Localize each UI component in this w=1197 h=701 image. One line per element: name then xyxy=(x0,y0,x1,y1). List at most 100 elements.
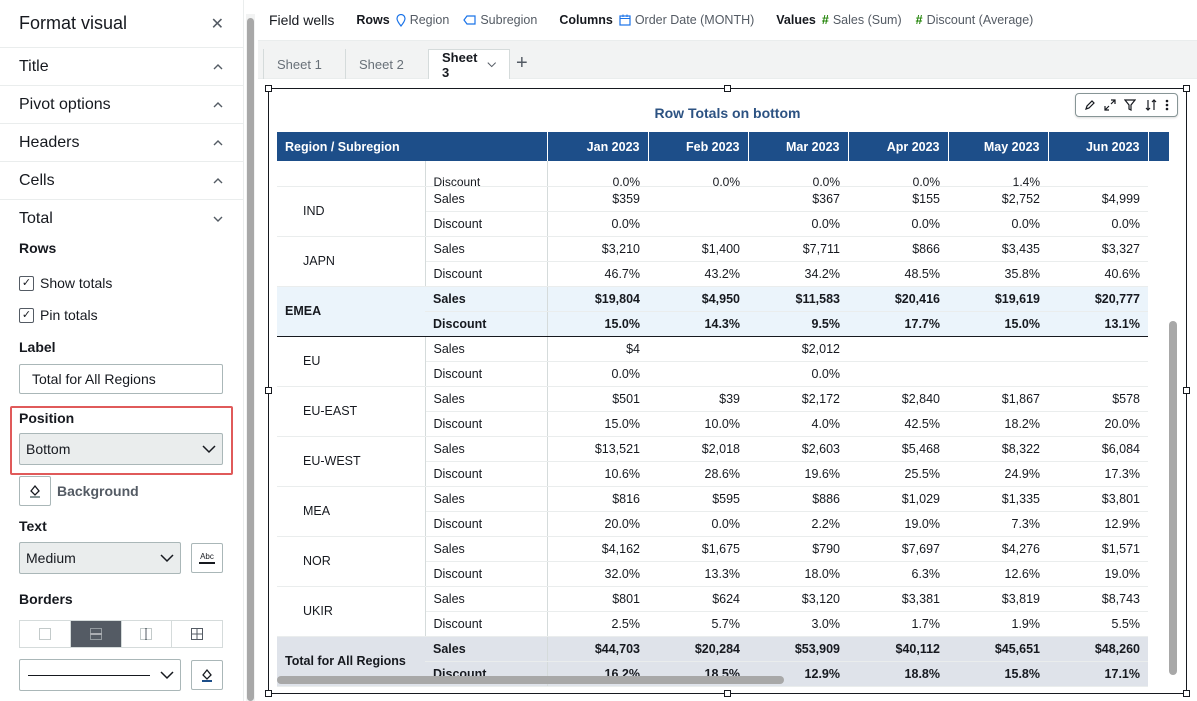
border-all-button[interactable] xyxy=(172,621,222,647)
value-cell: $44,703 xyxy=(547,635,648,662)
value-cell: 0.0% xyxy=(748,211,848,237)
header-region-subregion[interactable]: Region / Subregion xyxy=(277,132,548,161)
border-horizontal-icon xyxy=(89,628,102,640)
tab-sheet-1[interactable]: Sheet 1 xyxy=(263,49,345,79)
value-cell xyxy=(648,361,748,387)
subregion-cell[interactable]: MEA xyxy=(277,486,426,537)
subregion-cell[interactable]: NOR xyxy=(277,536,426,587)
value-cell: 32.0% xyxy=(547,561,648,587)
header-month[interactable]: Jan 2023 xyxy=(547,132,649,161)
metric-cell: Discount xyxy=(425,311,548,337)
pin-totals-checkbox[interactable]: ✓ xyxy=(19,307,34,323)
section-headers[interactable]: Headers xyxy=(0,124,243,162)
border-none-button[interactable] xyxy=(20,621,71,647)
value-cell: $1,867 xyxy=(948,386,1048,412)
value-cell: 15.8% xyxy=(948,661,1048,687)
tab-sheet-3[interactable]: Sheet 3 xyxy=(428,49,510,80)
resize-handle[interactable] xyxy=(265,387,272,394)
show-totals-checkbox[interactable]: ✓ xyxy=(19,275,34,291)
value-cell: $578 xyxy=(1048,386,1148,412)
section-cells[interactable]: Cells xyxy=(0,162,243,200)
border-all-icon xyxy=(191,628,204,640)
value-cell: $2,752 xyxy=(948,186,1048,212)
pivot-visual[interactable]: Row Totals on bottom Region / Subregion … xyxy=(268,88,1187,694)
border-vertical-button[interactable] xyxy=(122,621,173,647)
hash-icon: # xyxy=(821,13,829,27)
values-field-label: Discount (Average) xyxy=(926,13,1034,27)
add-sheet-icon[interactable]: + xyxy=(516,52,528,74)
paint-bucket-icon xyxy=(30,484,40,498)
chevron-up-icon xyxy=(213,63,223,69)
border-line-style-select[interactable] xyxy=(19,659,181,691)
resize-handle[interactable] xyxy=(265,85,272,92)
horizontal-scrollbar[interactable] xyxy=(277,676,784,684)
text-color-label: Abc xyxy=(200,552,214,561)
section-total[interactable]: Total xyxy=(0,200,243,238)
subregion-cell[interactable]: UKIR xyxy=(277,586,426,637)
panel-scroll-thumb[interactable] xyxy=(247,18,254,701)
line-style-sample xyxy=(28,674,150,676)
value-cell: $595 xyxy=(648,486,748,512)
border-vertical-icon xyxy=(140,628,153,640)
header-month[interactable]: Apr 2023 xyxy=(848,132,949,161)
value-cell: $4,162 xyxy=(547,536,648,562)
section-title[interactable]: Title xyxy=(0,48,243,86)
header-month[interactable]: Feb 2023 xyxy=(648,132,749,161)
value-cell: $20,284 xyxy=(648,635,748,662)
resize-handle[interactable] xyxy=(265,690,272,697)
value-cell: $367 xyxy=(748,186,848,212)
header-month[interactable]: Mar 2023 xyxy=(748,132,849,161)
subregion-cell[interactable]: EU xyxy=(277,336,426,387)
subregion-cell[interactable]: JAPN xyxy=(277,236,426,287)
region-cell[interactable]: EMEA xyxy=(277,285,425,337)
chevron-up-icon xyxy=(213,139,223,145)
field-wells-bar[interactable]: Field wells Rows Region Subregion Column… xyxy=(258,0,1197,41)
metric-cell: Discount xyxy=(425,411,548,437)
resize-handle[interactable] xyxy=(1183,85,1190,92)
close-icon[interactable]: ✕ xyxy=(210,15,224,33)
text-size-select[interactable]: Medium xyxy=(19,542,181,574)
border-horizontal-button[interactable] xyxy=(70,621,122,647)
section-label: Total xyxy=(19,210,53,227)
columns-field-order-date[interactable]: Order Date (MONTH) xyxy=(619,13,754,27)
more-options-icon[interactable] xyxy=(1165,99,1169,111)
subregion-cell[interactable]: EU-EAST xyxy=(277,386,426,437)
subregion-cell[interactable]: IND xyxy=(277,186,426,237)
metric-cell: Sales xyxy=(425,586,548,612)
swap-icon[interactable] xyxy=(1145,99,1157,111)
show-totals-row: ✓ Show totals xyxy=(0,275,243,291)
rows-field-subregion[interactable]: Subregion xyxy=(463,13,537,27)
total-label-input[interactable]: Total for All Regions xyxy=(19,364,223,394)
table-row-group-total: EMEA Sales $19,804 $4,950 $11,583 $20,41… xyxy=(277,285,1148,337)
vertical-scrollbar[interactable] xyxy=(1169,321,1177,675)
resize-handle[interactable] xyxy=(724,85,731,92)
edit-icon[interactable] xyxy=(1084,99,1096,111)
chevron-down-icon[interactable] xyxy=(486,61,496,69)
values-field-sales[interactable]: # Sales (Sum) xyxy=(822,13,902,27)
resize-handle[interactable] xyxy=(1183,690,1190,697)
panel-scrollbar[interactable] xyxy=(246,14,255,701)
resize-handle[interactable] xyxy=(1183,387,1190,394)
border-color-button[interactable] xyxy=(191,660,223,690)
field-wells-title: Field wells xyxy=(269,12,335,28)
rows-field-region[interactable]: Region xyxy=(396,13,449,27)
value-cell: 48.5% xyxy=(848,261,948,287)
value-cell: 14.3% xyxy=(648,311,748,337)
position-select[interactable]: Bottom xyxy=(19,433,223,465)
panel-title: Format visual xyxy=(19,13,128,33)
values-field-discount[interactable]: # Discount (Average) xyxy=(916,13,1034,27)
section-pivot-options[interactable]: Pivot options xyxy=(0,86,243,124)
table-row: JAPN Sales $3,210 $1,400 $7,711 $866 $3,… xyxy=(277,236,1148,287)
background-color-button[interactable] xyxy=(19,476,51,506)
value-cell: 2.5% xyxy=(547,611,648,637)
value-cell: $53,909 xyxy=(748,635,848,662)
tab-sheet-2[interactable]: Sheet 2 xyxy=(345,49,427,79)
header-month[interactable]: Jun 2023 xyxy=(1048,132,1149,161)
filter-icon[interactable] xyxy=(1124,99,1137,111)
expand-icon[interactable] xyxy=(1104,99,1116,111)
subregion-cell[interactable]: EU-WEST xyxy=(277,436,426,487)
resize-handle[interactable] xyxy=(724,690,731,697)
text-color-button[interactable]: Abc xyxy=(191,543,223,573)
value-cell: $3,819 xyxy=(948,586,1048,612)
header-month[interactable]: May 2023 xyxy=(948,132,1049,161)
